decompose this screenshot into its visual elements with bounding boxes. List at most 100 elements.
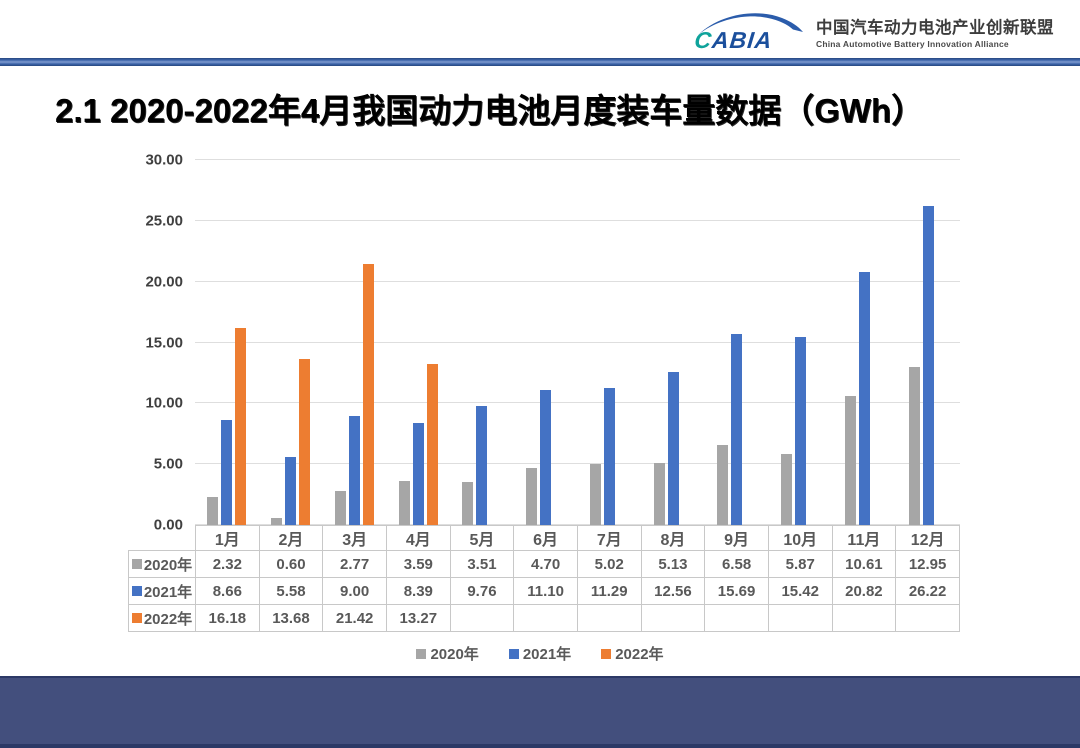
bar-groups [195, 160, 960, 525]
month-header-cell: 5月 [449, 525, 515, 551]
header-divider [0, 58, 1080, 66]
value-cell: 12.56 [640, 577, 706, 605]
bar-2022年-4月 [426, 363, 438, 525]
month-header-cell: 1月 [195, 525, 260, 551]
y-axis-tick-label: 20.00 [145, 273, 183, 291]
month-header-cell: 6月 [513, 525, 578, 551]
bar-group-12月 [896, 160, 960, 525]
bar-2022年-3月 [362, 264, 374, 525]
org-name-cn: 中国汽车动力电池产业创新联盟 [816, 18, 1054, 37]
value-cell: 11.10 [513, 577, 578, 605]
cabia-logo-icon: CABIA [694, 13, 803, 53]
org-name-en: China Automotive Battery Innovation Alli… [816, 38, 1009, 49]
value-cell: 26.22 [895, 577, 960, 605]
bar-2021年-1月 [221, 419, 233, 525]
table-header-row: 1月 2月 3月 4月 5月 6月 7月 8月 9月 10月 11月 12月 [129, 525, 960, 551]
value-cell: 5.02 [576, 550, 642, 578]
bar-2021年-10月 [795, 337, 807, 525]
data-table: 1月 2月 3月 4月 5月 6月 7月 8月 9月 10月 11月 12月 2020年 2.32 0.60… [128, 525, 960, 632]
gridline [195, 524, 960, 525]
month-header-cell: 7月 [576, 525, 642, 551]
month-header-cell: 3月 [322, 525, 387, 551]
bar-2021年-7月 [603, 387, 615, 525]
bar-group-11月 [833, 160, 897, 525]
legend-label: 2020年 [430, 646, 479, 663]
bar-2021年-8月 [667, 372, 679, 525]
value-cell: 0.60 [258, 550, 324, 578]
bar-2021年-2月 [285, 457, 297, 525]
value-cell: 9.00 [322, 577, 387, 605]
y-axis-tick-label: 25.00 [145, 212, 183, 230]
value-cell [449, 604, 515, 632]
bar-2021年-9月 [731, 334, 743, 525]
series-swatch-icon [131, 558, 142, 569]
value-cell: 3.51 [449, 550, 515, 578]
series-label-cell: 2022年 [128, 604, 196, 632]
value-cell: 5.87 [767, 550, 833, 578]
value-cell [831, 604, 897, 632]
value-cell: 4.70 [513, 550, 578, 578]
value-cell [895, 604, 960, 632]
bar-2020年-10月 [781, 453, 793, 525]
value-cell: 3.59 [385, 550, 451, 578]
gridline [195, 341, 960, 343]
bar-2022年-2月 [299, 358, 311, 525]
bar-2021年-11月 [858, 271, 870, 525]
value-cell: 10.61 [831, 550, 897, 578]
gridline [195, 219, 960, 221]
bar-2021年-4月 [412, 422, 424, 525]
bar-2020年-11月 [844, 395, 856, 525]
bar-2020年-2月 [271, 517, 283, 525]
legend-swatch-icon [416, 648, 427, 659]
footer-band [0, 676, 1080, 748]
month-header-cell: 9月 [704, 525, 769, 551]
bar-group-7月 [578, 160, 642, 525]
legend-swatch-icon [508, 648, 519, 659]
chart: 0.00 5.00 10.00 15.00 20.00 25.00 30.00 1月 2月 3月… [0, 152, 1080, 664]
bar-group-4月 [386, 160, 450, 525]
bar-2020年-3月 [334, 491, 346, 525]
bar-2020年-7月 [589, 463, 601, 525]
bar-group-5月 [450, 160, 514, 525]
legend-swatch-icon [601, 648, 612, 659]
value-cell: 2.32 [195, 550, 260, 578]
logo-swoosh [698, 13, 803, 35]
y-axis-tick-label: 0.00 [153, 516, 183, 534]
gridline [195, 280, 960, 282]
y-axis-tick-label: 15.00 [145, 334, 183, 351]
bar-group-1月 [195, 160, 259, 525]
value-cell: 15.42 [767, 577, 833, 605]
series-swatch-icon [131, 585, 142, 596]
org-names: 中国汽车动力电池产业创新联盟 China Automotive Battery … [816, 14, 1054, 49]
bar-2022年-1月 [235, 328, 247, 525]
value-cell [576, 604, 642, 632]
bar-2021年-12月 [922, 206, 934, 525]
value-cell: 20.82 [831, 577, 897, 605]
series-label-cell: 2021年 [128, 577, 196, 605]
legend-item-2020年: 2020年 [416, 643, 479, 664]
value-cell: 6.58 [704, 550, 769, 578]
series-swatch-icon [131, 612, 142, 623]
bar-2020年-5月 [462, 482, 474, 525]
value-cell: 21.42 [322, 604, 387, 632]
table-row-2022年: 2022年 16.18 13.68 21.42 13.27 [128, 604, 960, 632]
value-cell [513, 604, 578, 632]
month-header-cell: 8月 [640, 525, 706, 551]
chart-legend: 2020年 2021年 2022年 [0, 643, 1080, 664]
bar-group-8月 [641, 160, 705, 525]
bar-2020年-4月 [398, 481, 410, 525]
table-row-2020年: 2020年 2.32 0.60 2.77 3.59 3.51 4.70 5.02 5.13 6.5… [128, 550, 960, 578]
bar-2020年-1月 [207, 496, 219, 525]
bar-group-9月 [705, 160, 769, 525]
gridline [195, 463, 960, 465]
bar-2021年-6月 [540, 389, 552, 525]
bar-2020年-6月 [526, 467, 538, 525]
legend-label: 2021年 [522, 646, 572, 663]
month-header-cell: 11月 [831, 525, 897, 551]
header: CABIA 中国汽车动力电池产业创新联盟 China Automotive Ba… [0, 0, 1080, 58]
value-cell: 2.77 [322, 550, 387, 578]
bar-2020年-9月 [717, 444, 729, 525]
series-label-cell: 2020年 [128, 550, 196, 578]
month-header-cell: 2月 [258, 525, 324, 551]
value-cell: 8.39 [385, 577, 451, 605]
